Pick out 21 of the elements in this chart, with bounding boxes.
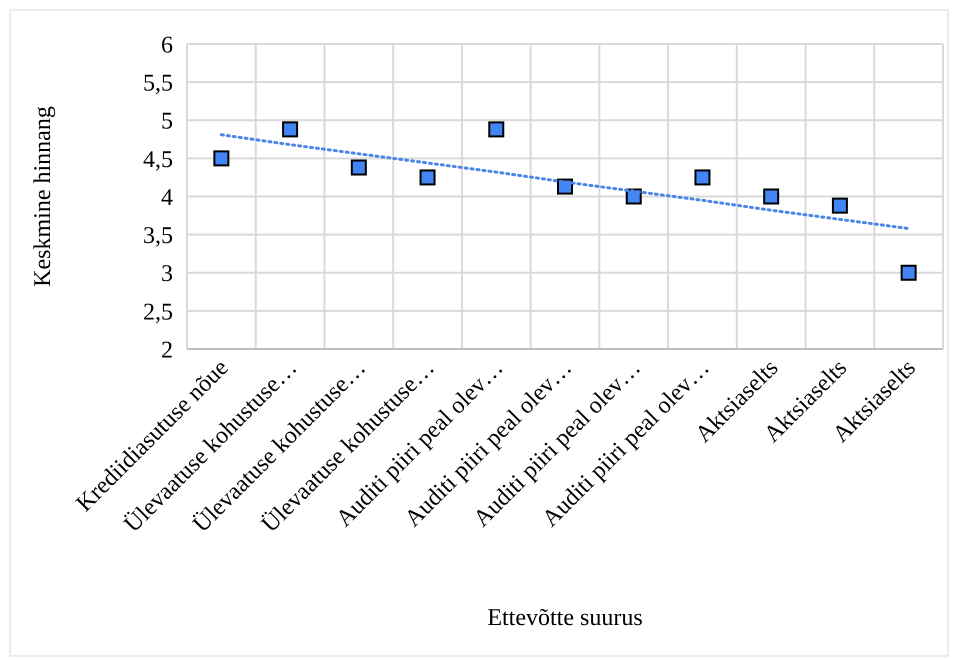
y-axis-title: Keskmine hinnang (30, 106, 56, 287)
y-tick-label: 5 (161, 108, 173, 135)
line-series (220, 133, 910, 230)
point (213, 150, 230, 166)
point (694, 169, 710, 186)
y-tick-label: 6 (161, 32, 173, 58)
point (832, 198, 848, 214)
y-tick-label: 4,5 (143, 146, 173, 173)
y-tick-label: 5,5 (143, 70, 173, 97)
point (900, 264, 917, 281)
x-axis-title: Ettevõtte suurus (487, 605, 643, 631)
point (350, 160, 367, 176)
y-tick-label: 2,5 (143, 299, 173, 326)
point (763, 188, 780, 204)
y-tick-label: 3,5 (143, 223, 173, 250)
point (282, 121, 298, 138)
y-tick-label: 3 (161, 261, 173, 288)
y-tick-label: 4 (161, 184, 173, 211)
point (488, 121, 504, 138)
y-tick-label: 2 (161, 337, 173, 364)
point (420, 169, 436, 186)
